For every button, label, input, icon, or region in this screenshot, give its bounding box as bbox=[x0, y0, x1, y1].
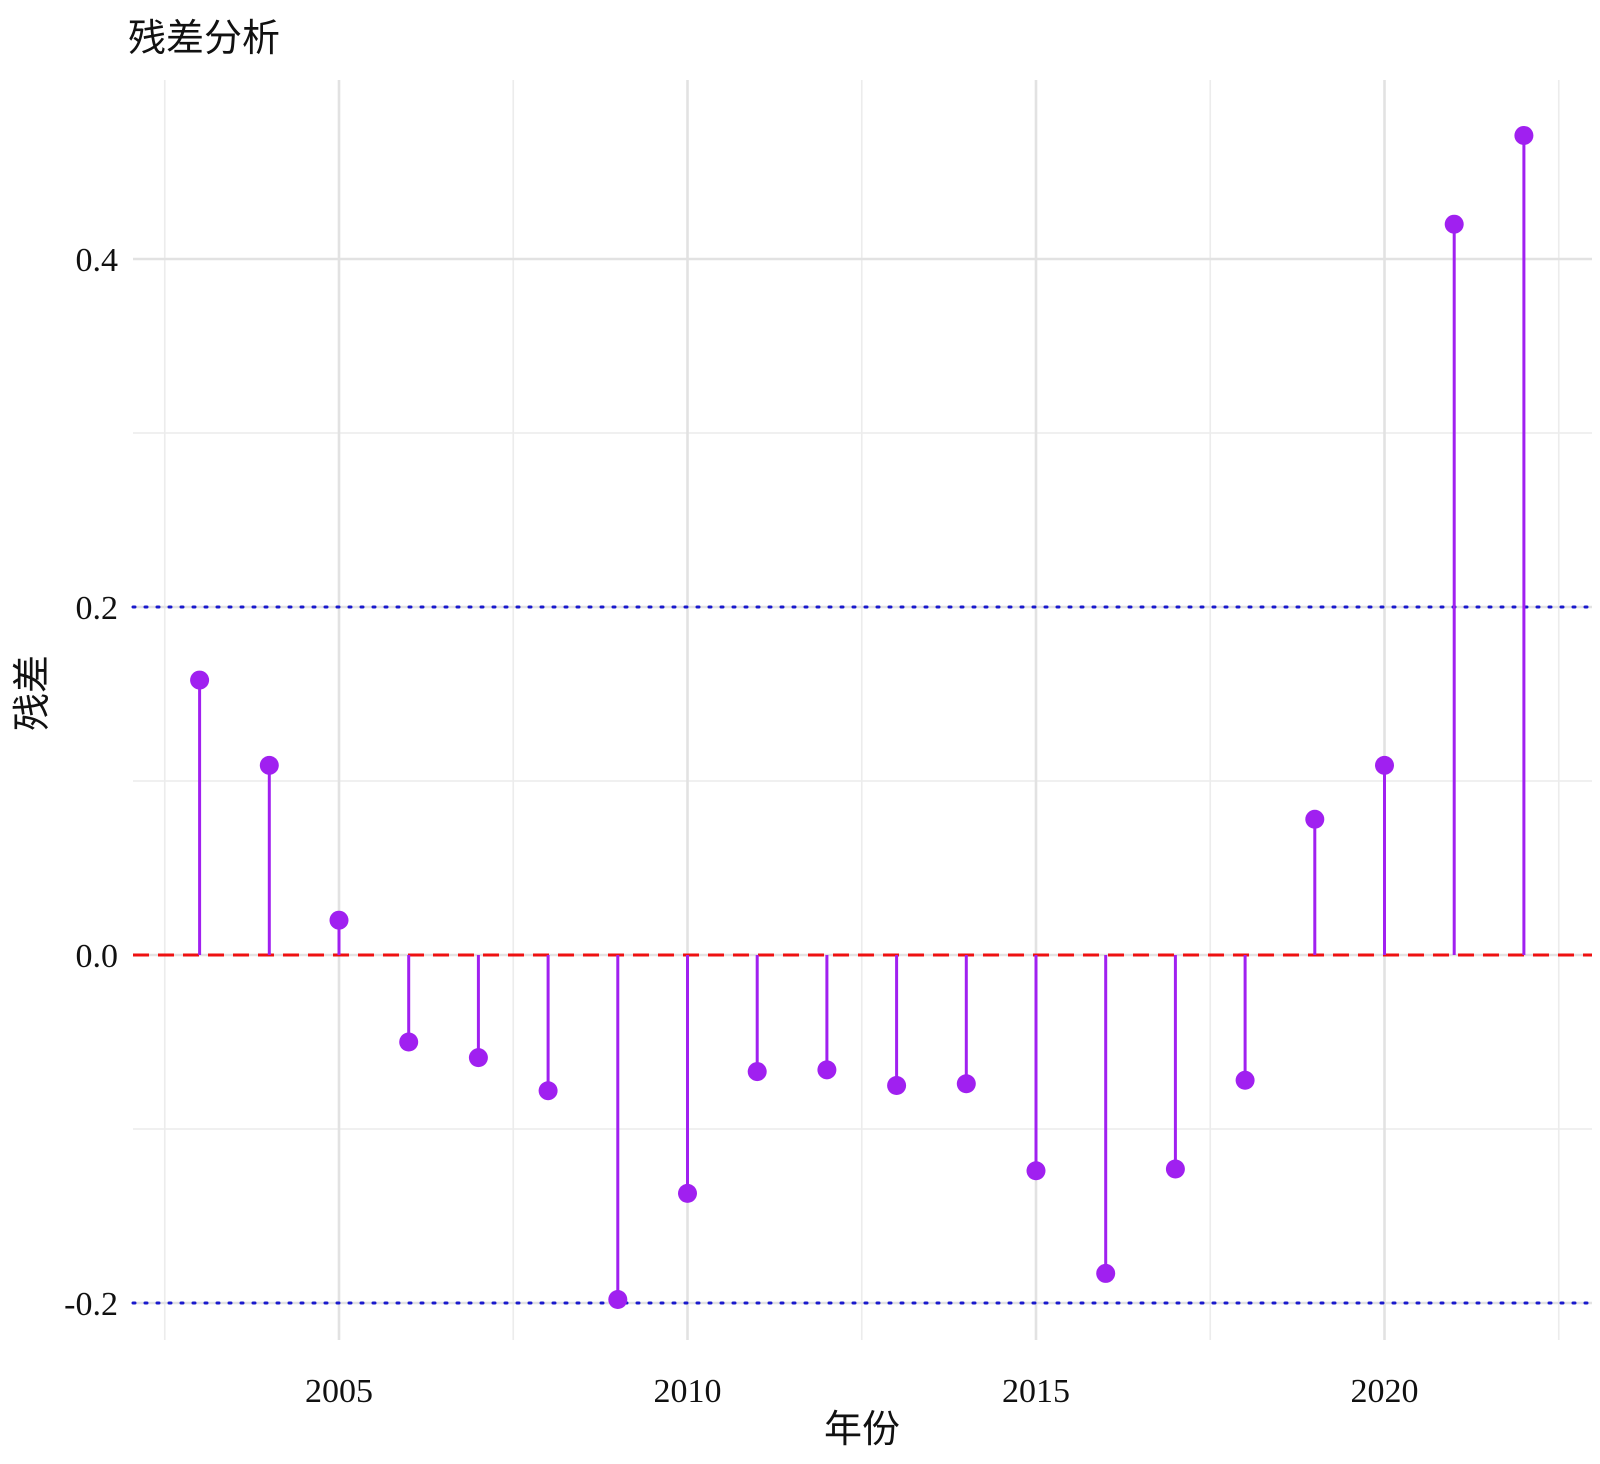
point-2008 bbox=[538, 1081, 558, 1101]
point-2019 bbox=[1305, 809, 1325, 829]
y-axis-title: 残差 bbox=[10, 655, 54, 731]
point-2007 bbox=[468, 1048, 488, 1068]
chart-title: 残差分析 bbox=[128, 16, 280, 60]
point-2003 bbox=[190, 670, 210, 690]
point-2020 bbox=[1375, 755, 1394, 775]
y-tick-label-1: 0.0 bbox=[76, 938, 119, 975]
point-2004 bbox=[259, 755, 279, 775]
x-tick-labels: 2005 2010 2015 2020 bbox=[305, 1373, 1419, 1410]
point-2013 bbox=[887, 1076, 907, 1095]
point-2022 bbox=[1514, 125, 1534, 145]
x-axis-title: 年份 bbox=[824, 1407, 900, 1451]
y-tick-labels: -0.2 0.0 0.2 0.4 bbox=[64, 242, 118, 1323]
point-2016 bbox=[1096, 1263, 1116, 1283]
point-2017 bbox=[1165, 1159, 1185, 1179]
point-2011 bbox=[747, 1062, 767, 1082]
point-2014 bbox=[956, 1074, 976, 1094]
point-2006 bbox=[399, 1032, 419, 1052]
point-2015 bbox=[1026, 1161, 1046, 1181]
y-tick-label-0: -0.2 bbox=[64, 1286, 118, 1323]
point-2018 bbox=[1235, 1070, 1255, 1090]
point-2009 bbox=[608, 1290, 628, 1310]
point-2010 bbox=[678, 1183, 697, 1203]
grid-minor bbox=[133, 80, 1592, 1340]
point-2005 bbox=[329, 910, 349, 930]
point-2012 bbox=[817, 1060, 837, 1080]
y-tick-label-2: 0.2 bbox=[76, 590, 119, 627]
points bbox=[190, 125, 1534, 1310]
x-tick-label-1: 2010 bbox=[654, 1373, 722, 1410]
reference-lines bbox=[131, 605, 1594, 1305]
y-tick-label-3: 0.4 bbox=[76, 242, 119, 279]
x-tick-label-3: 2020 bbox=[1351, 1373, 1419, 1410]
x-tick-label-2: 2015 bbox=[1002, 1373, 1070, 1410]
x-tick-label-0: 2005 bbox=[305, 1373, 373, 1410]
point-2021 bbox=[1444, 214, 1464, 234]
stems bbox=[198, 135, 1526, 1300]
